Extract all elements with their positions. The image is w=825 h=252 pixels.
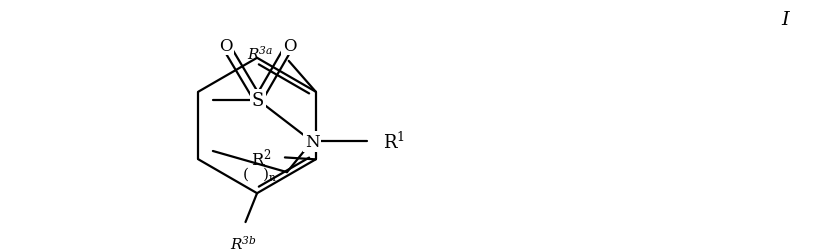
Text: O: O [219,38,232,54]
Text: S: S [252,92,264,110]
Text: R$\mathregular{^1}$: R$\mathregular{^1}$ [383,131,405,152]
Text: R$\mathregular{^2}$: R$\mathregular{^2}$ [252,147,272,169]
Text: R$\mathregular{^{3a}}$: R$\mathregular{^{3a}}$ [247,45,273,63]
Text: N: N [304,133,319,150]
Text: O: O [283,38,297,54]
Text: (   )$\mathregular{_n}$: ( )$\mathregular{_n}$ [242,165,277,182]
Text: R$\mathregular{^{3b}}$: R$\mathregular{^{3b}}$ [230,234,257,252]
Text: I: I [781,11,790,29]
